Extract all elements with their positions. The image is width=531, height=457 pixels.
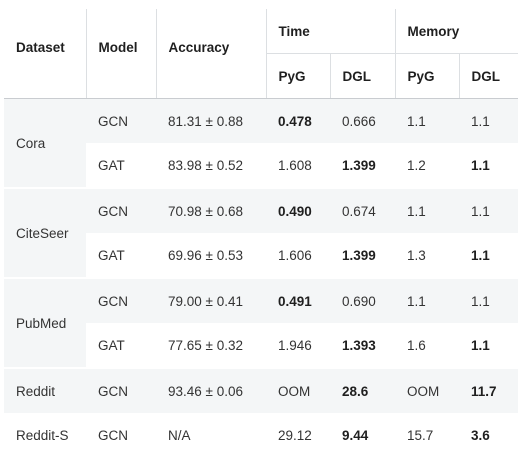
cell-time-dgl: 9.44 (330, 413, 395, 457)
cell-accuracy: 83.98 ± 0.52 (156, 143, 266, 188)
cell-model: GAT (86, 233, 156, 278)
cell-time-pyg: 1.946 (266, 323, 330, 368)
cell-mem-dgl: 11.7 (459, 368, 518, 413)
cell-dataset: CiteSeer (4, 188, 86, 278)
cell-accuracy: 69.96 ± 0.53 (156, 233, 266, 278)
cell-accuracy: 79.00 ± 0.41 (156, 278, 266, 323)
header-time-group: Time (266, 9, 395, 54)
cell-model: GCN (86, 413, 156, 457)
cell-mem-pyg: 1.2 (395, 143, 459, 188)
cell-accuracy: N/A (156, 413, 266, 457)
table-row: Cora GCN 81.31 ± 0.88 0.478 0.666 1.1 1.… (4, 99, 518, 144)
cell-time-pyg: 0.490 (266, 188, 330, 233)
cell-mem-pyg: 15.7 (395, 413, 459, 457)
header-mem-dgl: DGL (459, 54, 518, 99)
cell-dataset: Cora (4, 99, 86, 189)
cell-model: GAT (86, 143, 156, 188)
table-row: Reddit-S GCN N/A 29.12 9.44 15.7 3.6 (4, 413, 518, 457)
cell-mem-pyg: 1.6 (395, 323, 459, 368)
cell-model: GCN (86, 278, 156, 323)
cell-accuracy: 93.46 ± 0.06 (156, 368, 266, 413)
table-body: Cora GCN 81.31 ± 0.88 0.478 0.666 1.1 1.… (4, 99, 518, 457)
cell-mem-dgl: 1.1 (459, 233, 518, 278)
cell-time-dgl: 1.399 (330, 233, 395, 278)
cell-time-dgl: 1.399 (330, 143, 395, 188)
cell-accuracy: 77.65 ± 0.32 (156, 323, 266, 368)
cell-mem-pyg: 1.1 (395, 278, 459, 323)
cell-time-dgl: 0.690 (330, 278, 395, 323)
cell-time-dgl: 1.393 (330, 323, 395, 368)
cell-time-pyg: OOM (266, 368, 330, 413)
cell-mem-dgl: 1.1 (459, 188, 518, 233)
cell-time-pyg: 29.12 (266, 413, 330, 457)
cell-model: GAT (86, 323, 156, 368)
cell-dataset: Reddit (4, 368, 86, 413)
cell-dataset: Reddit-S (4, 413, 86, 457)
cell-accuracy: 81.31 ± 0.88 (156, 99, 266, 144)
cell-model: GCN (86, 99, 156, 144)
benchmark-table: Dataset Model Accuracy Time Memory PyG D… (4, 9, 518, 457)
cell-model: GCN (86, 188, 156, 233)
cell-model: GCN (86, 368, 156, 413)
header-model: Model (86, 9, 156, 99)
header-accuracy: Accuracy (156, 9, 266, 99)
header-memory-group: Memory (395, 9, 518, 54)
cell-mem-pyg: 1.3 (395, 233, 459, 278)
cell-mem-pyg: 1.1 (395, 188, 459, 233)
cell-mem-dgl: 1.1 (459, 99, 518, 144)
cell-time-pyg: 0.478 (266, 99, 330, 144)
header-mem-pyg: PyG (395, 54, 459, 99)
cell-mem-pyg: OOM (395, 368, 459, 413)
cell-mem-dgl: 1.1 (459, 278, 518, 323)
cell-mem-dgl: 1.1 (459, 143, 518, 188)
cell-time-dgl: 28.6 (330, 368, 395, 413)
table-row: CiteSeer GCN 70.98 ± 0.68 0.490 0.674 1.… (4, 188, 518, 233)
header-time-pyg: PyG (266, 54, 330, 99)
cell-dataset: PubMed (4, 278, 86, 368)
table-header: Dataset Model Accuracy Time Memory PyG D… (4, 9, 518, 99)
cell-time-pyg: 1.606 (266, 233, 330, 278)
cell-mem-pyg: 1.1 (395, 99, 459, 144)
cell-time-pyg: 1.608 (266, 143, 330, 188)
cell-time-dgl: 0.674 (330, 188, 395, 233)
table-row: Reddit GCN 93.46 ± 0.06 OOM 28.6 OOM 11.… (4, 368, 518, 413)
cell-accuracy: 70.98 ± 0.68 (156, 188, 266, 233)
cell-time-dgl: 0.666 (330, 99, 395, 144)
table-row: PubMed GCN 79.00 ± 0.41 0.491 0.690 1.1 … (4, 278, 518, 323)
cell-mem-dgl: 1.1 (459, 323, 518, 368)
cell-mem-dgl: 3.6 (459, 413, 518, 457)
header-time-dgl: DGL (330, 54, 395, 99)
header-dataset: Dataset (4, 9, 86, 99)
cell-time-pyg: 0.491 (266, 278, 330, 323)
